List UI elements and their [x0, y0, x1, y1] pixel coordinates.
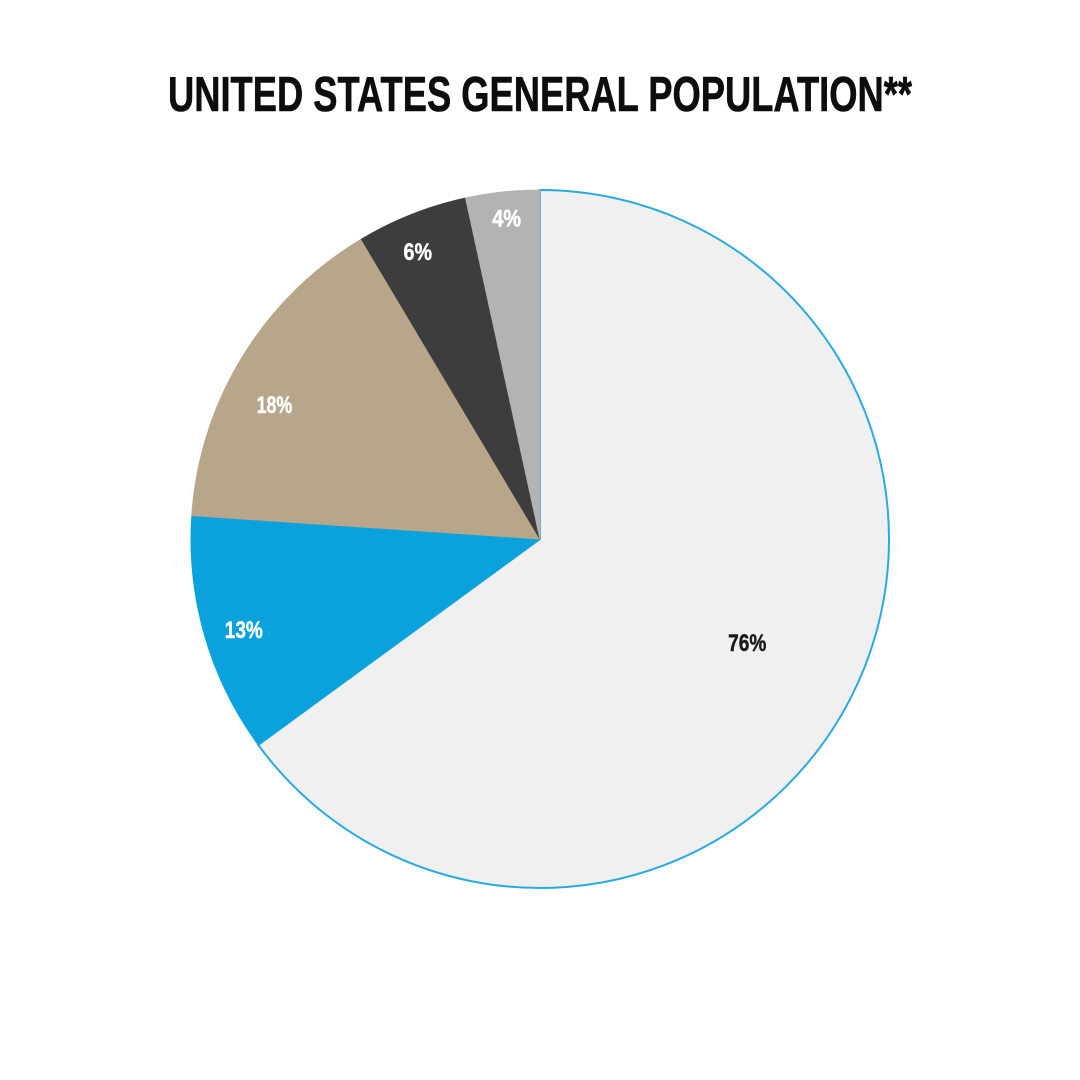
svg-text:76%: 76% — [728, 630, 766, 657]
svg-text:UNITED STATES GENERAL POPULATI: UNITED STATES GENERAL POPULATION** — [168, 68, 913, 122]
svg-text:18%: 18% — [257, 392, 293, 419]
svg-text:6%: 6% — [404, 239, 433, 266]
svg-text:13%: 13% — [225, 617, 263, 644]
svg-text:4%: 4% — [492, 206, 521, 233]
